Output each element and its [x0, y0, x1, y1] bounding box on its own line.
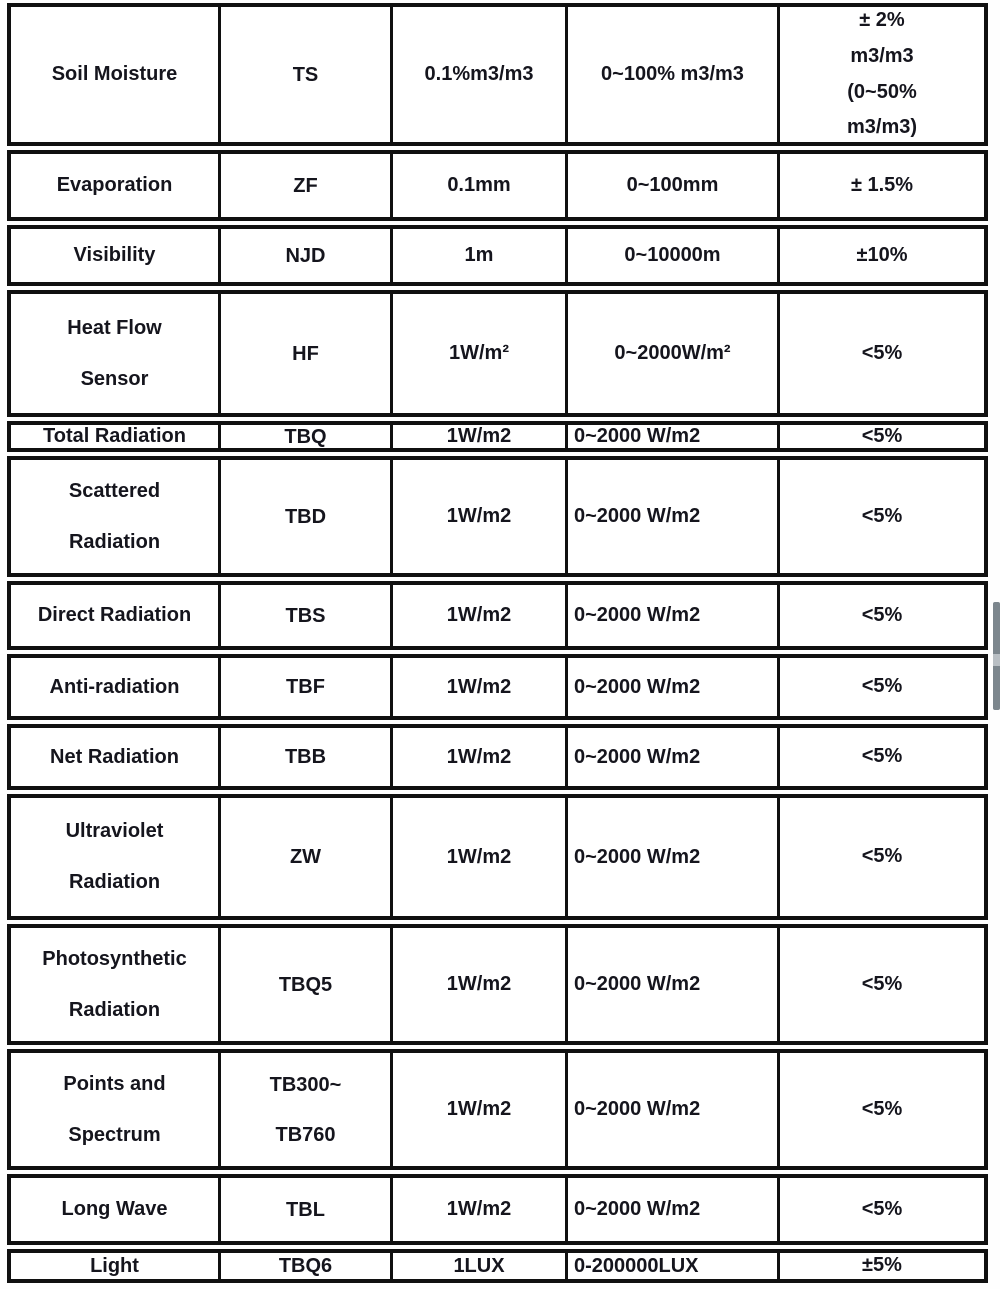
range-cell: 0~2000 W/m2	[568, 798, 780, 916]
table-row: Direct Radiation TBS 1W/m2 0~2000 W/m2 <5%	[7, 581, 988, 650]
range-cell: 0~2000 W/m2	[568, 1178, 780, 1241]
table-row: Points and Spectrum TB300~ TB760 1W/m2 0~20…	[7, 1049, 988, 1170]
sensor-spec-table: Soil Moisture TS 0.1%m3/m3 0~100% m3/m3 ± 2%…	[7, 3, 988, 1283]
model-code-cell: TBQ5	[221, 928, 393, 1041]
range-cell: 0~2000 W/m2	[568, 928, 780, 1041]
table-row: Visibility NJD 1m 0~10000m ±10%	[7, 225, 988, 286]
sensor-name-cell: Long Wave	[11, 1178, 221, 1241]
range-cell: 0-200000LUX	[568, 1253, 780, 1279]
model-code-cell: TBQ6	[221, 1253, 393, 1279]
accuracy-cell: <5%	[861, 675, 903, 698]
resolution-cell: 1LUX	[393, 1253, 568, 1279]
range-cell: 0~100mm	[568, 154, 780, 217]
model-code-cell: ZF	[221, 154, 393, 217]
range-cell: 0~2000 W/m2	[568, 425, 780, 448]
model-code-cell: TBL	[221, 1178, 393, 1241]
sensor-name-cell: Scattered Radiation	[11, 460, 221, 573]
sensor-name-cell: Heat Flow Sensor	[11, 294, 221, 413]
accuracy-cell: <5%	[861, 745, 903, 768]
accuracy-cell: <5%	[861, 845, 903, 868]
table-row: Total Radiation TBQ 1W/m2 0~2000 W/m2 <5%	[7, 421, 988, 452]
resolution-cell: 0.1%m3/m3	[393, 7, 568, 142]
table-row: Light TBQ6 1LUX 0-200000LUX ±5%	[7, 1249, 988, 1283]
resolution-cell: 1W/m2	[393, 728, 568, 786]
accuracy-cell: <5%	[861, 1197, 903, 1220]
scrollbar-thumb[interactable]	[993, 602, 1000, 710]
scrollbar-notch-icon	[993, 654, 1000, 666]
resolution-cell: 0.1mm	[393, 154, 568, 217]
resolution-cell: 1W/m2	[393, 425, 568, 448]
sensor-name-cell: Direct Radiation	[11, 585, 221, 646]
table-row: Heat Flow Sensor HF 1W/m² 0~2000W/m² <5%	[7, 290, 988, 417]
sensor-name-cell: Light	[11, 1253, 221, 1279]
accuracy-cell: ±5%	[862, 1254, 902, 1277]
range-cell: 0~2000 W/m2	[568, 658, 780, 716]
resolution-cell: 1W/m2	[393, 1053, 568, 1166]
model-code-cell: ZW	[221, 798, 393, 916]
model-code-cell: TBB	[221, 728, 393, 786]
range-cell: 0~2000 W/m2	[568, 460, 780, 573]
accuracy-cell: ±10%	[856, 243, 908, 266]
table-row: Ultraviolet Radiation ZW 1W/m2 0~2000 W/m2 <…	[7, 794, 988, 920]
table-row: Net Radiation TBB 1W/m2 0~2000 W/m2 <5%	[7, 724, 988, 790]
range-cell: 0~2000 W/m2	[568, 1053, 780, 1166]
resolution-cell: 1W/m2	[393, 585, 568, 646]
table-row: Long Wave TBL 1W/m2 0~2000 W/m2 <5%	[7, 1174, 988, 1245]
table-row: Evaporation ZF 0.1mm 0~100mm ± 1.5%	[7, 150, 988, 221]
resolution-cell: 1W/m2	[393, 928, 568, 1041]
model-code-cell: TB300~ TB760	[221, 1053, 393, 1166]
table-row: Photosynthetic Radiation TBQ5 1W/m2 0~2000 …	[7, 924, 988, 1045]
model-code-cell: TBQ	[221, 425, 393, 448]
table-row: Scattered Radiation TBD 1W/m2 0~2000 W/m2 <5…	[7, 456, 988, 577]
resolution-cell: 1W/m2	[393, 798, 568, 916]
resolution-cell: 1W/m²	[393, 294, 568, 413]
sensor-name-cell: Evaporation	[11, 154, 221, 217]
sensor-name-cell: Soil Moisture	[11, 7, 221, 142]
sensor-name-cell: Visibility	[11, 229, 221, 282]
model-code-cell: TBF	[221, 658, 393, 716]
resolution-cell: 1W/m2	[393, 1178, 568, 1241]
resolution-cell: 1m	[393, 229, 568, 282]
accuracy-cell: <5%	[861, 504, 903, 527]
accuracy-cell: <5%	[861, 341, 903, 364]
accuracy-cell: ± 2% m3/m3 (0~50% m3/m3)	[846, 9, 918, 139]
range-cell: 0~100% m3/m3	[568, 7, 780, 142]
model-code-cell: TS	[221, 7, 393, 142]
sensor-name-cell: Photosynthetic Radiation	[11, 928, 221, 1041]
accuracy-cell: <5%	[861, 425, 903, 447]
model-code-cell: TBS	[221, 585, 393, 646]
accuracy-cell: <5%	[861, 972, 903, 995]
sensor-name-cell: Net Radiation	[11, 728, 221, 786]
table-row: Soil Moisture TS 0.1%m3/m3 0~100% m3/m3 ± 2%…	[7, 3, 988, 146]
table-row: Anti-radiation TBF 1W/m2 0~2000 W/m2 <5%	[7, 654, 988, 720]
range-cell: 0~2000 W/m2	[568, 728, 780, 786]
sensor-name-cell: Anti-radiation	[11, 658, 221, 716]
resolution-cell: 1W/m2	[393, 460, 568, 573]
range-cell: 0~2000W/m²	[568, 294, 780, 413]
range-cell: 0~2000 W/m2	[568, 585, 780, 646]
resolution-cell: 1W/m2	[393, 658, 568, 716]
sensor-name-cell: Points and Spectrum	[11, 1053, 221, 1166]
accuracy-cell: <5%	[861, 1097, 903, 1120]
accuracy-cell: <5%	[861, 603, 903, 626]
range-cell: 0~10000m	[568, 229, 780, 282]
model-code-cell: HF	[221, 294, 393, 413]
model-code-cell: NJD	[221, 229, 393, 282]
model-code-cell: TBD	[221, 460, 393, 573]
accuracy-cell: ± 1.5%	[850, 173, 914, 196]
sensor-name-cell: Total Radiation	[11, 425, 221, 448]
sensor-name-cell: Ultraviolet Radiation	[11, 798, 221, 916]
